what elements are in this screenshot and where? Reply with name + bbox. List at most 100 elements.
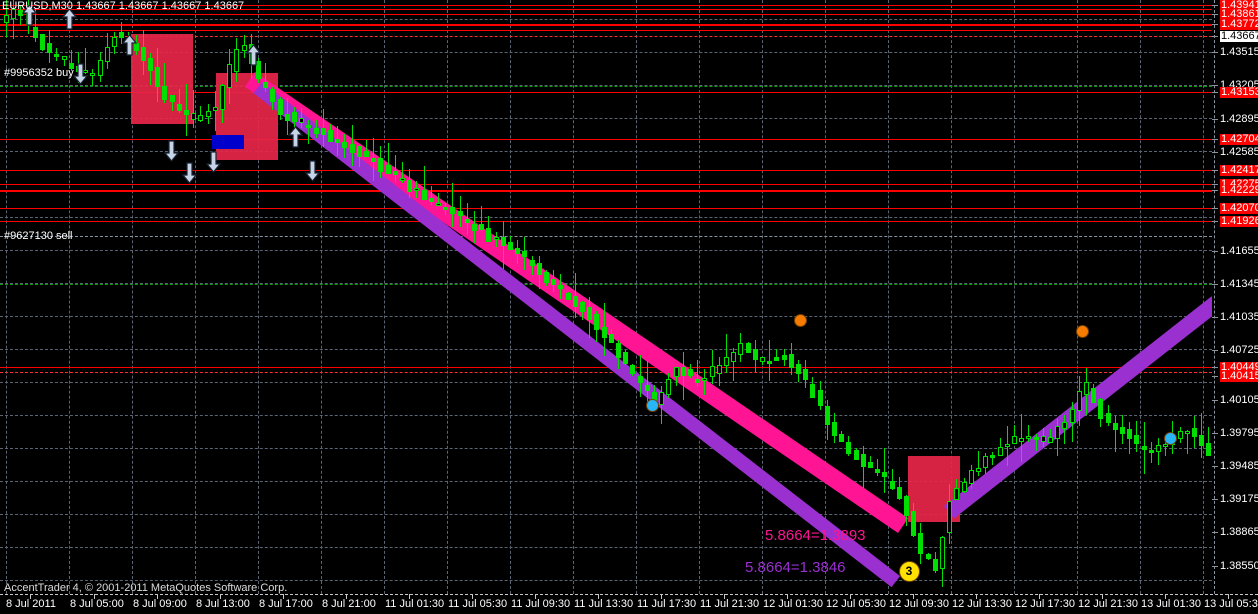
buy-order-label[interactable]: #9956352 buy <box>4 67 74 79</box>
candle-body <box>529 260 535 267</box>
candle-wick <box>438 192 439 204</box>
chart-plot-area[interactable]: 3 #9956352 buy #9627130 sell 5.8664=1.3893 5… <box>0 0 1212 594</box>
price-level-line[interactable] <box>0 14 1212 15</box>
time-axis-label: 12 Jul 17:30 <box>1015 598 1075 610</box>
price-level-line[interactable] <box>0 208 1212 209</box>
candle-wick <box>1021 413 1023 462</box>
candle-wick <box>92 69 94 86</box>
price-level-line[interactable] <box>0 30 1212 31</box>
candle-body <box>335 139 341 143</box>
signal-marker-sell-1[interactable] <box>645 398 659 412</box>
time-tick <box>976 594 977 599</box>
signal-marker-buy-1[interactable] <box>793 313 807 327</box>
highlight-box-blue[interactable] <box>212 135 244 149</box>
candle-wick <box>999 437 1001 455</box>
candle-body <box>623 352 629 365</box>
time-tick <box>220 594 221 599</box>
candle-body <box>1048 437 1053 443</box>
time-axis-label: 12 Jul 01:30 <box>763 598 823 610</box>
candle-body <box>990 455 996 459</box>
candle-wick <box>430 185 432 206</box>
time-axis-label: 8 Jul 21:00 <box>322 598 376 610</box>
candle-wick <box>682 352 684 401</box>
candle-wick <box>870 456 871 467</box>
time-tick <box>157 594 158 599</box>
price-level-line[interactable] <box>0 184 1212 185</box>
candle-body <box>1177 431 1183 439</box>
price-axis-label: 1.40449 <box>1220 362 1258 373</box>
grid-line-horizontal <box>0 85 1212 86</box>
price-axis[interactable]: 1.43941 1.43861 1.43772 1.43667 1.43515 1.432… <box>1212 0 1258 594</box>
sell-order-label[interactable]: #9627130 sell <box>4 230 73 242</box>
candle-body <box>270 89 276 103</box>
fib-label-purple[interactable]: 5.8664=1.3846 <box>745 559 846 576</box>
candle-body <box>781 354 787 361</box>
price-axis-label: 1.42417 <box>1220 165 1258 176</box>
candle-body <box>457 210 463 217</box>
time-axis-rule <box>0 594 1258 595</box>
price-level-line[interactable] <box>0 92 1212 93</box>
candle-wick <box>387 142 389 173</box>
price-level-line[interactable] <box>0 5 1212 6</box>
price-level-line[interactable] <box>0 170 1212 171</box>
candle-body <box>320 127 326 135</box>
grid-line-horizontal <box>0 151 1212 152</box>
grid-line-horizontal <box>0 448 1212 449</box>
signal-marker-buy-2[interactable] <box>1075 324 1089 338</box>
price-level-line[interactable] <box>0 221 1212 222</box>
candle-wick <box>704 368 706 396</box>
candle-wick <box>1014 425 1015 443</box>
grid-line-vertical <box>951 0 952 594</box>
candle-wick <box>1050 429 1051 443</box>
order-level-line[interactable] <box>0 284 1212 285</box>
candle-wick <box>186 84 187 136</box>
candle-body <box>32 27 38 38</box>
candle-body <box>580 301 585 313</box>
trend-band-purple[interactable] <box>253 82 900 588</box>
candle-body <box>198 115 204 121</box>
candle-body <box>587 306 593 321</box>
grid-line-vertical <box>6 0 7 594</box>
candle-body <box>810 384 816 398</box>
price-axis-label: 1.42070 <box>1220 203 1258 214</box>
candle-wick <box>992 451 994 466</box>
candle-body <box>1112 422 1118 430</box>
time-tick <box>850 594 851 599</box>
price-level-line[interactable] <box>0 367 1212 368</box>
candle-wick <box>452 182 454 228</box>
time-axis-label: 11 Jul 17:30 <box>637 598 697 610</box>
current-price-line[interactable] <box>0 372 1212 373</box>
time-axis-label: 8 Jul 05:00 <box>70 598 124 610</box>
grid-line-vertical <box>825 0 826 594</box>
time-axis[interactable]: 8 Jul 2011 8 Jul 05:00 8 Jul 09:00 8 Jul 13… <box>0 594 1258 614</box>
signal-marker-sell-2[interactable] <box>1163 431 1177 445</box>
price-level-line[interactable] <box>0 139 1212 140</box>
candle-wick <box>171 95 173 112</box>
order-level-line[interactable] <box>0 86 1212 87</box>
price-tick <box>1212 532 1218 533</box>
current-price-line-2[interactable] <box>0 36 1212 37</box>
sell-order-line[interactable] <box>0 236 1212 237</box>
price-level-line-bold[interactable] <box>0 190 1212 192</box>
grid-line-vertical <box>258 0 259 594</box>
candle-wick <box>70 50 72 72</box>
candle-body <box>976 468 981 472</box>
time-tick <box>787 594 788 599</box>
candle-body <box>788 354 794 368</box>
candle-body <box>392 171 398 175</box>
fib-label-pink[interactable]: 5.8664=1.3893 <box>765 527 866 544</box>
candle-body <box>4 14 9 23</box>
price-level-line-bold[interactable] <box>0 24 1212 26</box>
candle-body <box>796 364 801 374</box>
candle-body <box>306 125 312 129</box>
candle-wick <box>733 348 735 381</box>
price-tick <box>1212 85 1218 86</box>
price-tick <box>1212 36 1218 37</box>
candle-body <box>954 488 960 501</box>
grid-line-horizontal <box>0 514 1212 515</box>
signal-marker-three[interactable]: 3 <box>898 560 920 582</box>
price-level-line[interactable] <box>0 9 1212 10</box>
grid-line-horizontal <box>0 283 1212 284</box>
time-axis-label: 11 Jul 01:30 <box>385 598 445 610</box>
time-axis-label: 12 Jul 05:30 <box>826 598 886 610</box>
